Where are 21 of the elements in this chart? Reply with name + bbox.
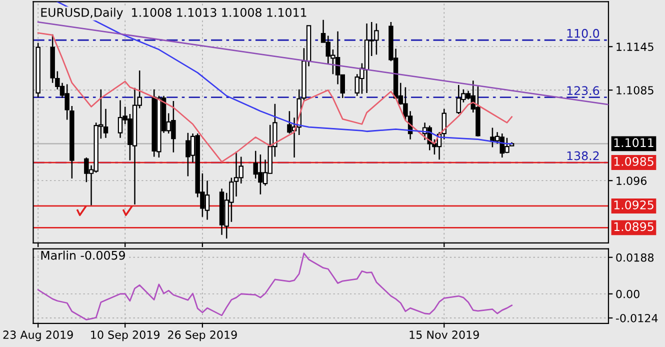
ref-line-label: 1.0985: [614, 157, 654, 166]
ref-line-label: 1.1011: [614, 138, 654, 148]
x-tick-label: 23 Aug 2019: [3, 330, 73, 342]
y-tick-label: 0.00: [616, 290, 640, 298]
x-tick-label: 10 Sep 2019: [91, 330, 160, 342]
chart-title: Marlin -0.0059: [41, 250, 125, 260]
y-tick-label: 1.1145: [616, 42, 654, 52]
ref-line-label: 1.0925: [614, 200, 654, 210]
annotation: 123.6: [567, 86, 600, 96]
y-tick-label: 1.1085: [616, 86, 654, 94]
line-series: [37, 32, 512, 162]
y-tick-label: 0.0188: [616, 253, 654, 262]
annotation: 138.2: [567, 151, 599, 160]
annotation: 110.0: [567, 28, 600, 38]
ref-line-label: 1.0895: [614, 222, 654, 232]
y-tick-label: 1.096: [616, 176, 647, 185]
line-series: [37, 252, 512, 320]
x-tick-label: 26 Sep 2019: [168, 330, 237, 342]
y-tick-label: -0.0124: [616, 314, 658, 322]
chart-title: EURUSD,Daily 1.1008 1.1013 1.1008 1.1011: [41, 8, 306, 20]
x-tick-label: 15 Nov 2019: [410, 330, 479, 339]
